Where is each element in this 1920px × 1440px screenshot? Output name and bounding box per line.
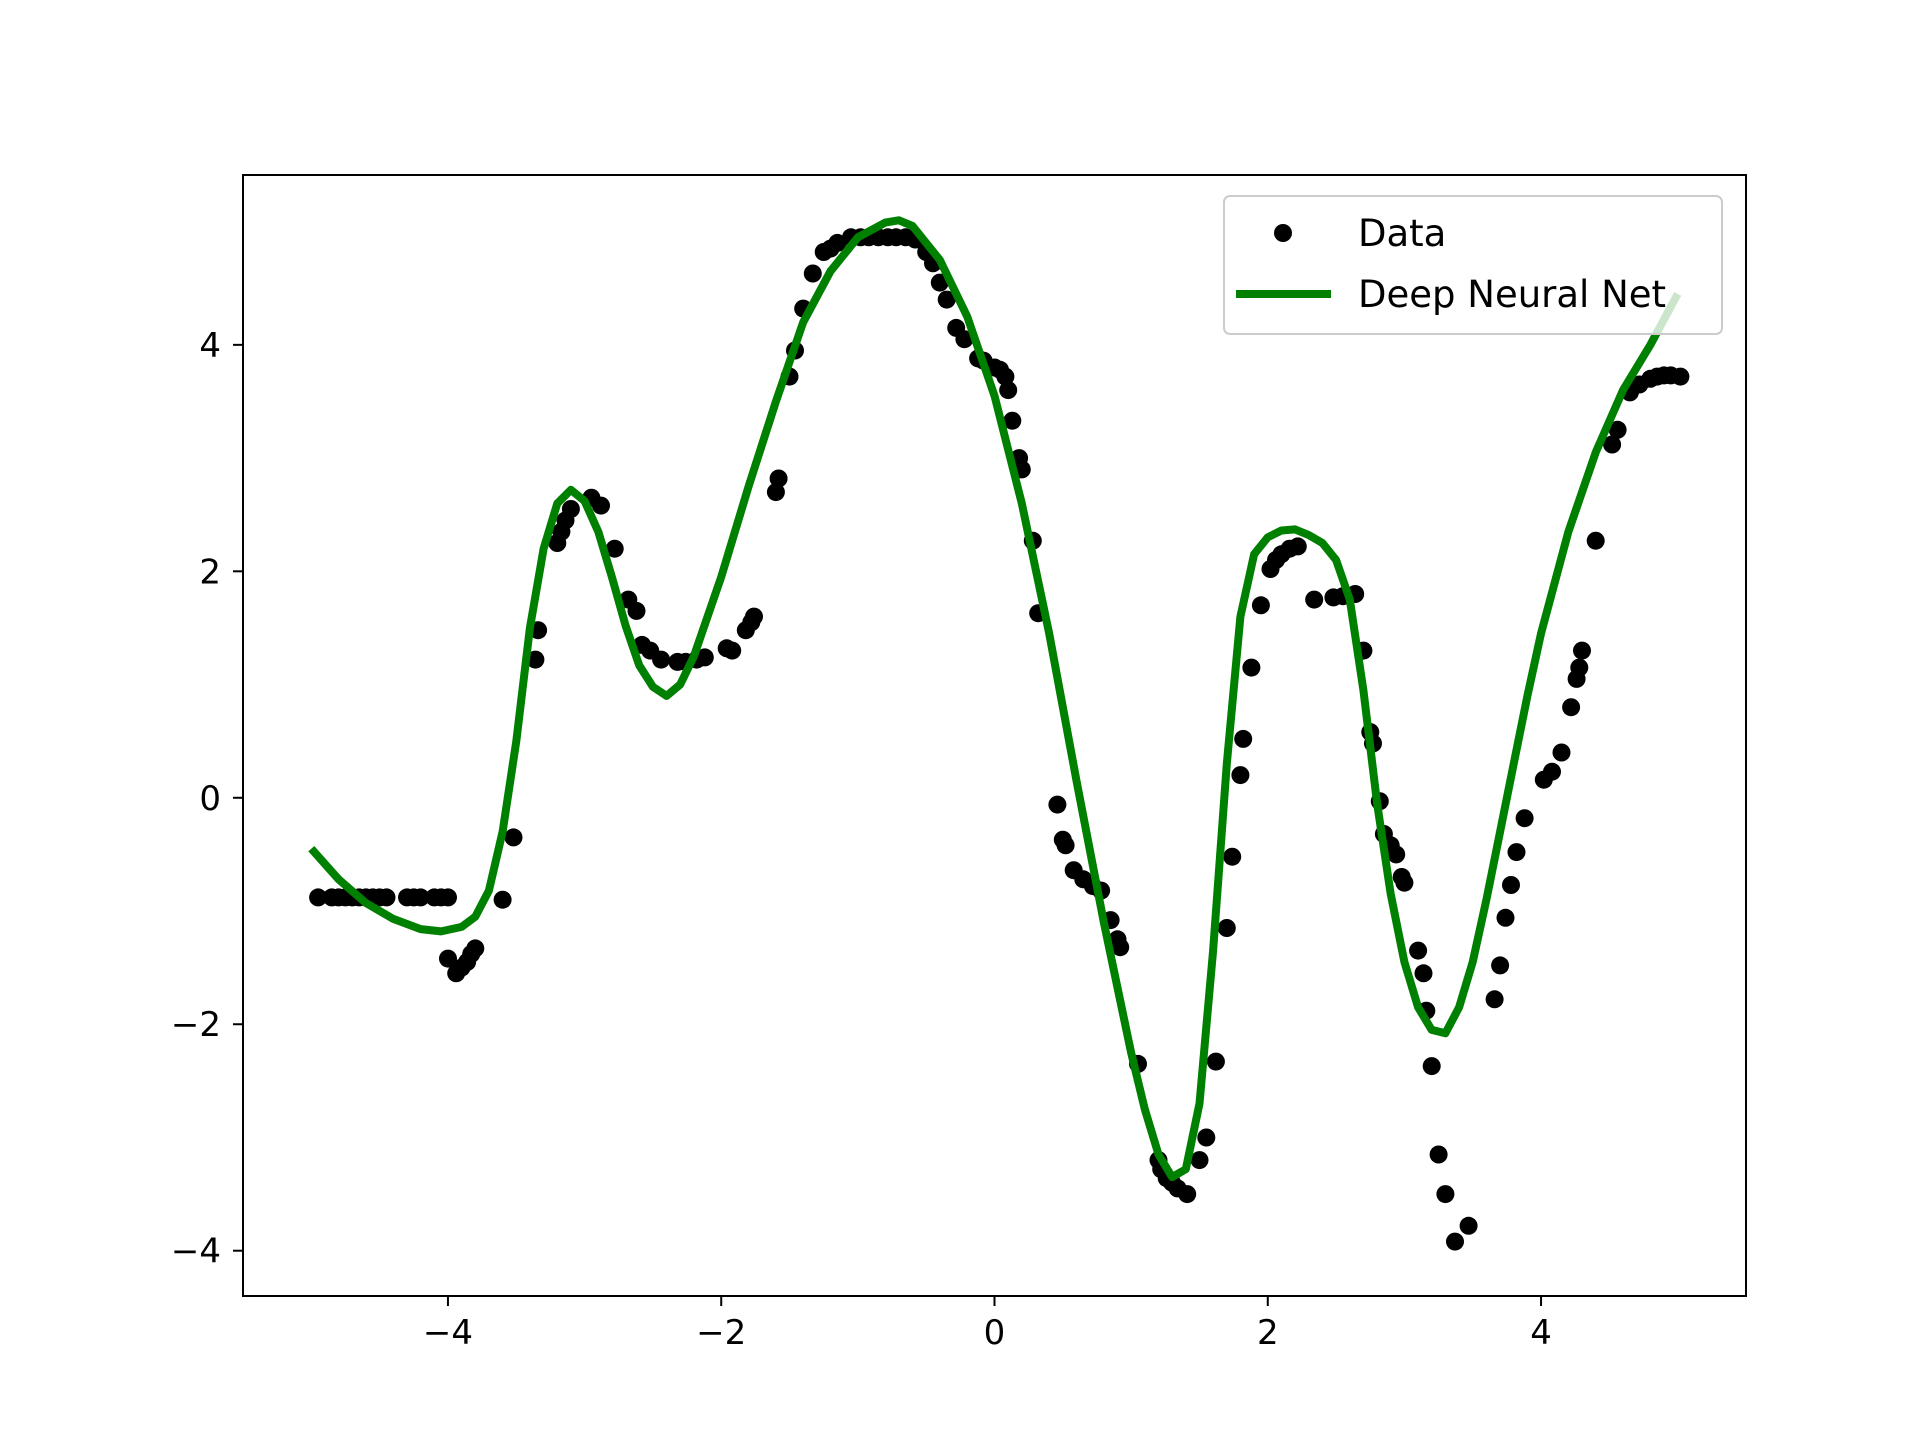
data-point-16	[439, 949, 457, 968]
deep-neural-net-series	[308, 216, 1682, 1182]
deep-neural-net-line	[308, 216, 1682, 1182]
data-point-136	[1502, 876, 1520, 894]
data-point-124	[1395, 873, 1414, 892]
y-tick-label-3: 2	[199, 552, 221, 592]
data-point-69	[955, 330, 974, 349]
data-point-90	[1111, 938, 1130, 957]
data-point-0	[309, 888, 328, 907]
y-tick-label-4: 4	[199, 326, 221, 366]
data-point-75	[999, 381, 1018, 400]
data-point-41	[695, 648, 714, 667]
data-point-137	[1507, 843, 1526, 862]
data-point-34	[627, 601, 646, 620]
data-point-76	[1003, 411, 1022, 430]
data-point-105	[1242, 658, 1261, 677]
data-point-29	[561, 500, 580, 518]
data-point-111	[1288, 537, 1307, 556]
data-point-122	[1387, 845, 1406, 864]
data-point-12	[411, 888, 430, 907]
data-point-133	[1485, 990, 1504, 1009]
y-axis: −4 −2 0 2 4	[171, 326, 243, 1272]
x-axis: −4 −2 0 2 4	[423, 1296, 1552, 1353]
data-point-100	[1206, 1052, 1225, 1071]
data-point-83	[1056, 836, 1075, 855]
data-point-130	[1436, 1185, 1455, 1204]
y-tick-label-2: 0	[199, 779, 221, 819]
data-point-47	[766, 483, 785, 502]
data-point-67	[937, 290, 956, 309]
data-point-37	[652, 650, 671, 669]
x-tick-label-3: 2	[1257, 1313, 1279, 1353]
data-point-155	[1671, 367, 1690, 386]
data-point-103	[1231, 766, 1250, 785]
data-point-148	[1608, 420, 1627, 439]
data-point-104	[1234, 729, 1253, 748]
data-point-129	[1429, 1145, 1448, 1164]
data-point-147	[1603, 435, 1622, 454]
data-point-97	[1178, 1185, 1197, 1204]
data-point-81	[1048, 795, 1067, 814]
legend-box	[1223, 195, 1723, 335]
data-point-141	[1552, 743, 1571, 762]
data-point-48	[769, 469, 788, 488]
data-point-102	[1223, 847, 1242, 866]
y-tick-label-1: −2	[171, 1005, 221, 1045]
data-point-9	[377, 888, 396, 907]
data-point-144	[1570, 658, 1589, 677]
data-point-55	[828, 233, 847, 252]
data-point-101	[1217, 919, 1236, 937]
data-point-15	[439, 888, 457, 907]
data-point-32	[605, 539, 624, 558]
x-tick-label-2: 0	[984, 1313, 1006, 1353]
x-tick-label-0: −4	[423, 1313, 473, 1353]
data-point-135	[1496, 908, 1515, 927]
data-point-52	[803, 264, 822, 283]
data-point-140	[1543, 762, 1561, 781]
data-point-46	[745, 607, 763, 626]
x-tick-label-1: −2	[696, 1313, 746, 1353]
data-point-23	[504, 828, 523, 847]
data-point-142	[1562, 698, 1581, 717]
legend-label-deep-neural-net: Deep Neural Net	[1358, 273, 1666, 316]
data-point-98	[1190, 1151, 1209, 1170]
plot-area: −4 −2 0 2 4 −4 −2 0 2 4	[171, 174, 1747, 1353]
data-point-132	[1459, 1216, 1478, 1235]
y-tick-label-0: −4	[171, 1232, 221, 1272]
data-point-131	[1446, 1232, 1464, 1251]
data-point-31	[592, 496, 610, 515]
data-point-99	[1197, 1128, 1216, 1147]
legend-data-marker	[1274, 224, 1292, 242]
data-point-128	[1422, 1057, 1441, 1076]
data-point-134	[1491, 956, 1510, 975]
data-point-22	[493, 890, 512, 909]
data-point-138	[1515, 809, 1534, 828]
data-point-106	[1251, 596, 1270, 615]
data-point-21	[466, 939, 485, 958]
data-point-146	[1586, 531, 1605, 550]
data-point-112	[1305, 590, 1324, 609]
legend-label-data: Data	[1358, 212, 1446, 255]
data-point-74	[996, 367, 1015, 386]
x-tick-label-4: 4	[1530, 1313, 1552, 1353]
data-point-126	[1414, 964, 1433, 983]
data-point-145	[1573, 641, 1591, 660]
legend: Data Deep Neural Net	[1223, 195, 1723, 335]
data-point-24	[526, 650, 545, 669]
data-point-43	[723, 641, 742, 660]
data-point-125	[1409, 941, 1428, 960]
